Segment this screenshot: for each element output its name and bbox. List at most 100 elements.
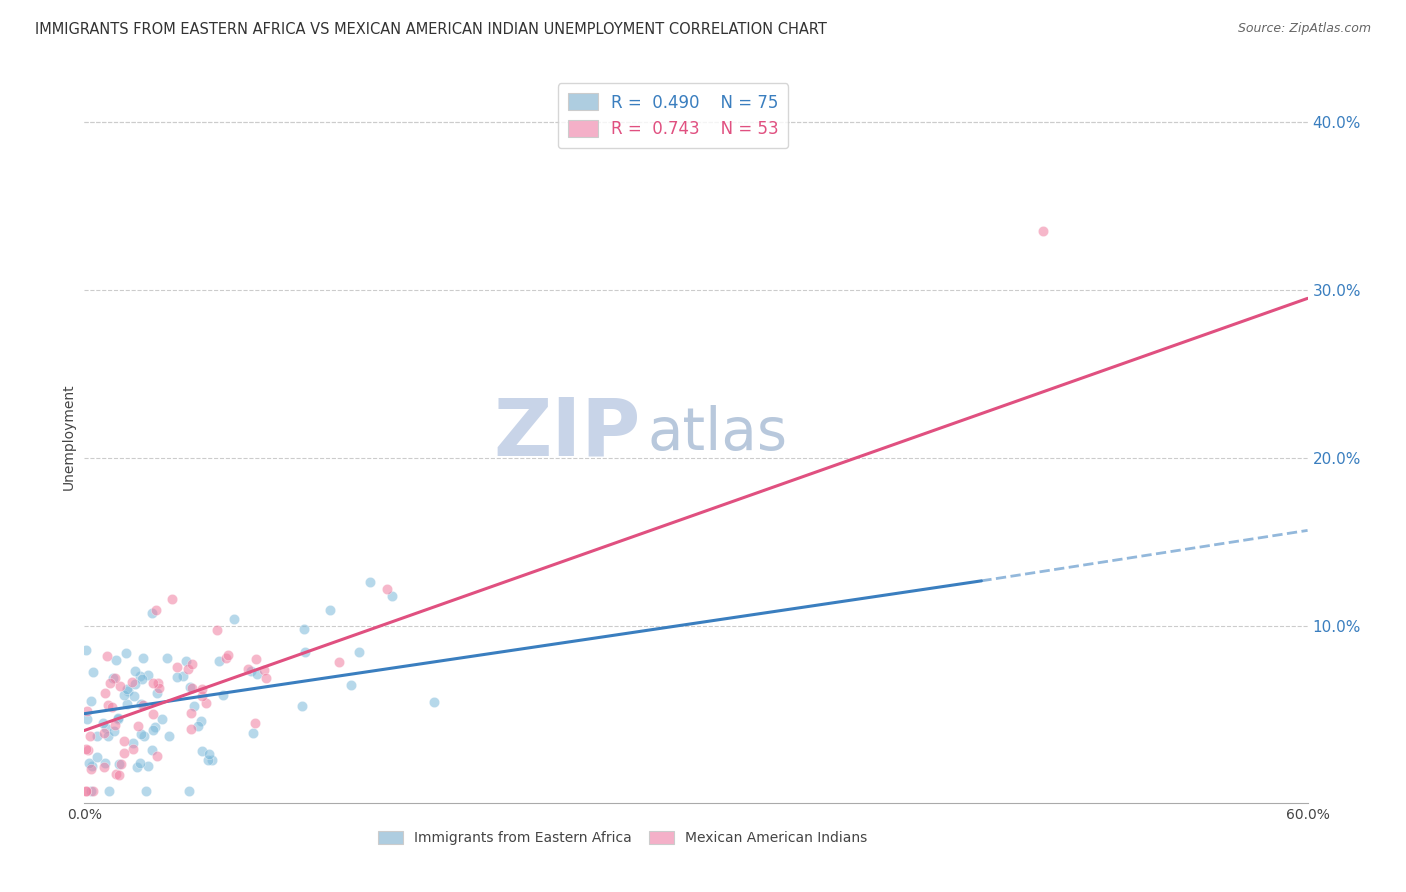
Point [187, 719, 209, 733]
Point [75, 642, 97, 657]
Text: ZIP: ZIP [494, 394, 641, 473]
Point [122, 689, 145, 703]
Point [145, 748, 167, 763]
Point [143, 720, 166, 734]
Point [79, 729, 101, 743]
Point [104, 653, 127, 667]
Point [177, 662, 200, 676]
Point [217, 648, 239, 663]
Point [172, 669, 194, 683]
Point [177, 784, 200, 798]
Point [112, 688, 135, 702]
Point [183, 698, 205, 713]
Point [121, 675, 143, 690]
Point [1032, 224, 1054, 238]
Point [166, 670, 188, 684]
Point [242, 725, 264, 739]
Point [131, 727, 153, 741]
Point [79, 694, 101, 708]
Point [127, 718, 149, 732]
Point [132, 730, 155, 744]
Point [212, 688, 235, 702]
Point [115, 682, 138, 697]
Point [156, 651, 179, 665]
Point [240, 664, 263, 678]
Point [180, 723, 202, 737]
Point [191, 689, 214, 703]
Point [129, 697, 152, 711]
Point [127, 760, 149, 774]
Point [141, 743, 163, 757]
Point [423, 695, 446, 709]
Point [142, 707, 165, 722]
Point [145, 603, 167, 617]
Point [141, 723, 163, 738]
Point [75, 784, 97, 798]
Legend: Immigrants from Eastern Africa, Mexican American Indians: Immigrants from Eastern Africa, Mexican … [373, 826, 873, 851]
Point [115, 698, 138, 712]
Point [117, 683, 139, 698]
Point [174, 654, 197, 668]
Point [77, 743, 100, 757]
Point [75, 742, 97, 756]
Point [131, 672, 153, 686]
Point [105, 767, 128, 781]
Text: Source: ZipAtlas.com: Source: ZipAtlas.com [1237, 22, 1371, 36]
Point [124, 664, 146, 678]
Point [115, 646, 138, 660]
Point [75, 784, 97, 798]
Point [191, 744, 214, 758]
Point [375, 582, 398, 596]
Point [108, 757, 131, 772]
Point [339, 678, 361, 692]
Point [124, 676, 146, 690]
Point [141, 676, 163, 690]
Point [76, 704, 98, 718]
Point [349, 644, 371, 658]
Point [146, 675, 169, 690]
Point [294, 645, 316, 659]
Point [107, 712, 129, 726]
Point [107, 711, 129, 725]
Point [166, 660, 188, 674]
Point [96, 721, 118, 735]
Point [94, 756, 117, 770]
Text: IMMIGRANTS FROM EASTERN AFRICA VS MEXICAN AMERICAN INDIAN UNEMPLOYMENT CORRELATI: IMMIGRANTS FROM EASTERN AFRICA VS MEXICA… [35, 22, 827, 37]
Text: atlas: atlas [647, 405, 787, 462]
Point [80, 758, 103, 772]
Point [97, 729, 120, 743]
Point [97, 784, 120, 798]
Point [328, 655, 350, 669]
Point [104, 671, 127, 685]
Point [201, 753, 224, 767]
Point [181, 657, 204, 671]
Point [91, 716, 114, 731]
Point [319, 603, 342, 617]
Point [122, 741, 145, 756]
Point [157, 729, 180, 743]
Point [254, 671, 277, 685]
Point [131, 698, 153, 712]
Point [208, 654, 231, 668]
Point [96, 648, 118, 663]
Point [128, 669, 150, 683]
Point [82, 665, 104, 679]
Point [108, 767, 131, 781]
Point [197, 753, 219, 767]
Point [215, 651, 238, 665]
Point [104, 718, 127, 732]
Point [195, 696, 218, 710]
Point [112, 733, 135, 747]
Point [136, 667, 159, 681]
Point [110, 679, 132, 693]
Point [191, 682, 214, 697]
Point [114, 746, 136, 760]
Point [236, 662, 259, 676]
Point [291, 699, 314, 714]
Point [148, 681, 170, 695]
Point [245, 652, 267, 666]
Point [76, 712, 98, 726]
Point [101, 671, 124, 685]
Point [101, 699, 124, 714]
Point [243, 716, 266, 731]
